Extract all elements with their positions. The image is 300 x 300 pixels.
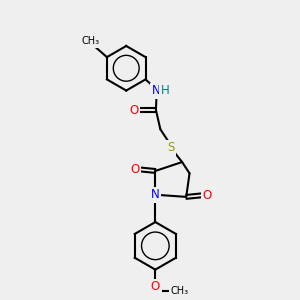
Text: CH₃: CH₃ [82,36,100,46]
Text: O: O [202,189,212,202]
Text: H: H [161,84,170,97]
Text: O: O [130,163,139,176]
Text: CH₃: CH₃ [171,286,189,296]
Text: S: S [167,141,175,154]
Text: O: O [129,103,138,116]
Text: N: N [151,188,160,201]
Text: O: O [151,280,160,293]
Text: N: N [152,84,161,97]
